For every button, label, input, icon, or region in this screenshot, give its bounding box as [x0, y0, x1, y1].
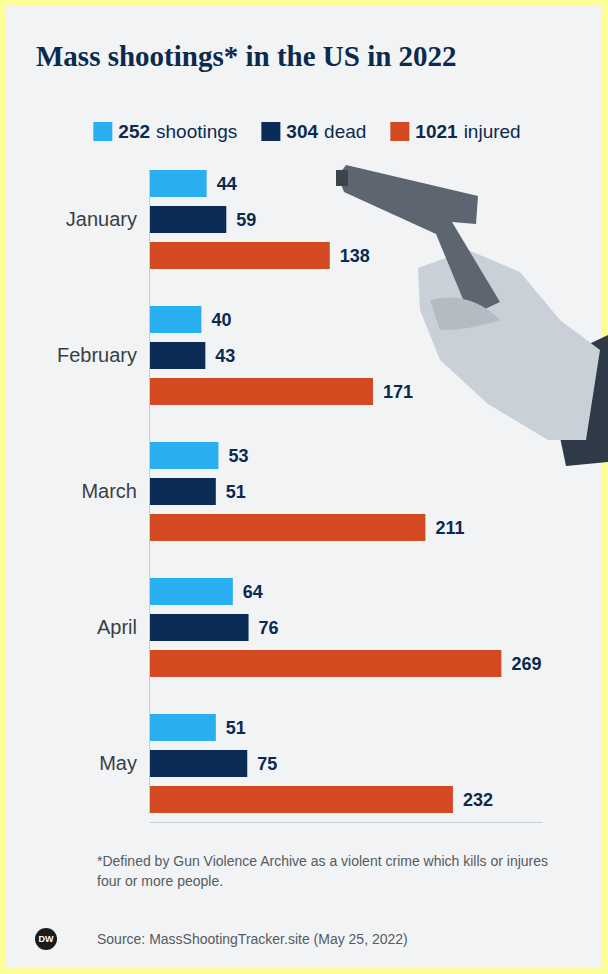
bar	[149, 478, 216, 505]
data-label: 64	[243, 582, 263, 602]
legend-item: 304 dead	[261, 121, 366, 142]
bar	[149, 750, 247, 777]
title: Mass shootings* in the US in 2022	[36, 40, 457, 72]
legend-item: 1021 injured	[390, 121, 520, 142]
bar	[149, 206, 226, 233]
data-label: 171	[383, 382, 413, 402]
background	[6, 6, 602, 968]
bar	[149, 714, 216, 741]
legend-swatch	[261, 122, 280, 141]
source: Source: MassShootingTracker.site (May 25…	[97, 931, 408, 947]
finger	[430, 298, 500, 331]
tick-label: February	[57, 344, 137, 366]
logo: DW	[39, 934, 54, 944]
data-label: 51	[226, 718, 246, 738]
bar	[149, 242, 330, 269]
bar	[149, 442, 218, 469]
tick: May	[99, 752, 149, 774]
bar	[149, 306, 201, 333]
legend-total: 304	[286, 121, 318, 142]
tick: February	[57, 344, 149, 366]
data-label: 76	[259, 618, 279, 638]
data-label: 51	[226, 482, 246, 502]
bar	[149, 170, 207, 197]
data-label: 44	[217, 174, 237, 194]
data-label: 138	[340, 246, 370, 266]
x-axis	[150, 822, 543, 823]
tick: April	[97, 616, 149, 638]
bars	[149, 170, 501, 813]
data-label: 75	[257, 754, 277, 774]
tick-label: March	[81, 480, 137, 502]
tick: March	[81, 480, 149, 502]
bar	[149, 650, 501, 677]
bar	[149, 786, 453, 813]
note-line: *Defined by Gun Violence Archive as a vi…	[97, 853, 548, 869]
x-axis-line	[150, 822, 543, 823]
data-label: 43	[215, 346, 235, 366]
data-labels: 44 40 53 64 51 59 43 51 76 75 138 171 211 269 232	[211, 174, 541, 810]
legend-name: injured	[464, 121, 521, 142]
tick-label: January	[66, 208, 137, 230]
y-axis: January February March April May	[57, 171, 150, 814]
gun	[338, 165, 500, 316]
data-label: 269	[511, 654, 541, 674]
tick-label: May	[99, 752, 137, 774]
data-label: 232	[463, 790, 493, 810]
tick: January	[66, 208, 149, 230]
logo-circle	[35, 928, 57, 950]
legend-name: dead	[324, 121, 366, 142]
chart: Mass shootings* in the US in 2022 252 shoo…	[0, 0, 608, 974]
y-axis-line	[149, 171, 150, 814]
legend-item: 252 shootings	[93, 121, 237, 142]
bar	[149, 578, 233, 605]
tick-label: April	[97, 616, 137, 638]
bar	[149, 614, 249, 641]
legend: 252 shootings 304 dead 1021 injured	[93, 121, 520, 142]
legend-label: 1021 injured	[415, 121, 520, 142]
gun-muzzle	[336, 170, 348, 186]
legend-total: 252	[118, 121, 150, 142]
note-line: four or more people.	[97, 873, 223, 889]
data-label: 53	[228, 446, 248, 466]
data-label: 59	[236, 210, 256, 230]
legend-swatch	[93, 122, 112, 141]
data-label: 40	[211, 310, 231, 330]
legend-swatch	[390, 122, 409, 141]
legend-name: shootings	[156, 121, 237, 142]
illustration	[336, 165, 608, 466]
bar	[149, 514, 425, 541]
legend-label: 304 dead	[286, 121, 366, 142]
bar	[149, 342, 205, 369]
legend-total: 1021	[415, 121, 458, 142]
bar	[149, 378, 373, 405]
legend-label: 252 shootings	[118, 121, 237, 142]
data-label: 211	[435, 518, 464, 538]
note: *Defined by Gun Violence Archive as a vi…	[97, 853, 548, 889]
hand	[418, 250, 600, 440]
